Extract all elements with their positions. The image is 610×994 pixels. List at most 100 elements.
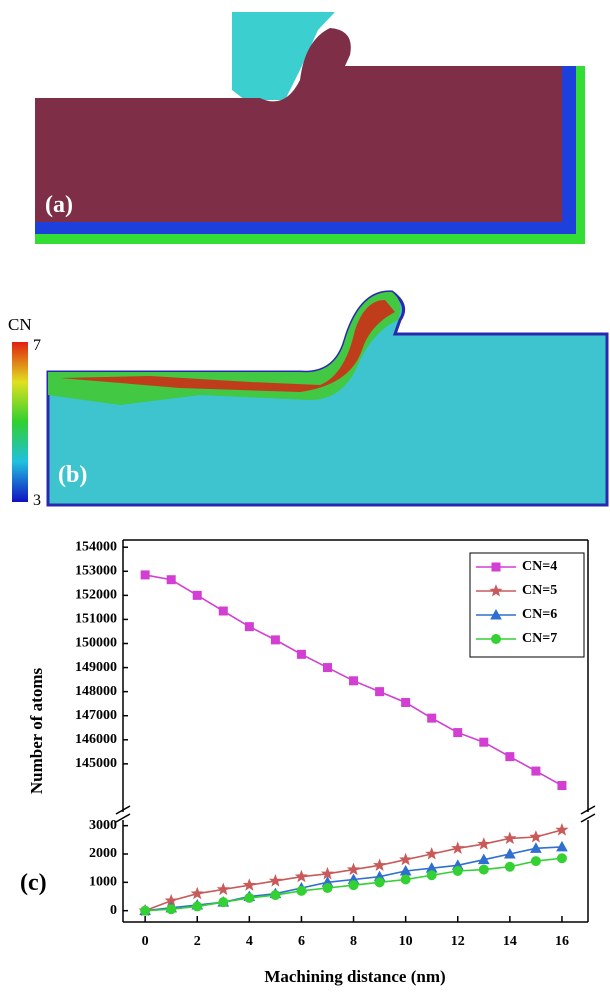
- data-point: [530, 856, 541, 867]
- data-point: [427, 713, 437, 723]
- data-point: [296, 885, 307, 896]
- colorbar-title: CN: [8, 315, 32, 334]
- data-point: [166, 904, 177, 915]
- data-point: [216, 882, 230, 896]
- data-point: [374, 877, 385, 888]
- y-tick-label: 1000: [89, 875, 117, 890]
- data-point: [505, 752, 515, 762]
- legend-marker: [490, 608, 502, 620]
- panel-b: CN 7 3 (b): [8, 290, 609, 509]
- data-point: [244, 892, 255, 903]
- data-point: [557, 781, 567, 791]
- data-point: [244, 622, 254, 632]
- boundary: [35, 222, 576, 234]
- data-point: [531, 766, 541, 776]
- legend-label: CN=7: [522, 631, 557, 646]
- data-point: [556, 840, 568, 852]
- data-point: [294, 869, 309, 883]
- data-point: [296, 649, 306, 659]
- x-tick-label: 8: [350, 934, 357, 949]
- workpiece: [35, 28, 575, 228]
- x-tick-label: 4: [246, 934, 253, 949]
- data-point: [453, 728, 463, 738]
- legend-label: CN=6: [522, 607, 557, 622]
- axis-break: [580, 805, 596, 815]
- data-point: [270, 635, 280, 645]
- data-point: [529, 830, 543, 843]
- y-tick-label: 148000: [75, 684, 117, 699]
- x-tick-label: 6: [298, 934, 305, 949]
- data-point: [320, 866, 335, 880]
- y-tick-label: 147000: [75, 708, 117, 723]
- fixed-layer: [576, 66, 585, 244]
- data-point: [477, 853, 490, 865]
- data-point: [192, 590, 202, 600]
- y-tick-label: 150000: [75, 636, 117, 651]
- y-tick-label: 153000: [75, 564, 117, 579]
- x-tick-label: 10: [399, 934, 413, 949]
- panel-label: (b): [58, 462, 87, 488]
- tool: [232, 12, 335, 100]
- legend-marker: [491, 562, 501, 572]
- legend-label: CN=4: [522, 559, 557, 574]
- data-point: [373, 858, 387, 871]
- y-tick-label: 149000: [75, 660, 117, 675]
- data-point: [349, 676, 359, 686]
- y-tick-label: 3000: [89, 818, 117, 833]
- data-point: [140, 570, 150, 580]
- y-tick-label: 0: [110, 903, 117, 918]
- data-point: [166, 575, 176, 585]
- x-axis-label: Machining distance (nm): [264, 967, 445, 986]
- data-point: [140, 905, 151, 916]
- legend-label: CN=5: [522, 583, 557, 598]
- data-point: [401, 697, 411, 707]
- y-tick-label: 146000: [75, 732, 117, 747]
- y-tick-label: 152000: [75, 588, 117, 603]
- x-tick-label: 14: [503, 934, 517, 949]
- data-point: [452, 866, 463, 876]
- data-point: [530, 842, 542, 853]
- data-point: [270, 890, 281, 901]
- data-point: [218, 606, 228, 616]
- boundary: [562, 66, 576, 236]
- legend-marker: [491, 634, 501, 644]
- data-point: [478, 864, 489, 875]
- panel-label: (c): [20, 870, 47, 896]
- data-point: [346, 862, 361, 876]
- panel-a: (a): [35, 12, 585, 244]
- axis-break: [115, 805, 131, 815]
- data-point: [375, 687, 385, 697]
- y-axis-label: Number of atoms: [27, 668, 46, 795]
- data-point: [425, 847, 439, 860]
- data-point: [426, 870, 437, 881]
- colorbar-min: 3: [33, 492, 41, 509]
- data-point: [479, 737, 489, 747]
- axis-break: [580, 813, 596, 823]
- data-point: [503, 847, 516, 859]
- data-point: [400, 874, 411, 885]
- data-point: [348, 880, 359, 891]
- data-point: [555, 822, 569, 836]
- data-point: [399, 852, 413, 866]
- data-point: [268, 873, 282, 887]
- data-point: [556, 853, 567, 864]
- x-tick-label: 2: [194, 934, 201, 949]
- data-point: [451, 841, 465, 855]
- data-point: [322, 663, 332, 673]
- colorbar: [12, 342, 28, 502]
- axis-break: [115, 813, 131, 823]
- legend-box: [469, 552, 585, 658]
- data-point: [242, 878, 256, 891]
- x-tick-label: 0: [142, 934, 149, 949]
- colorbar-max: 7: [33, 337, 41, 354]
- y-tick-label: 154000: [75, 539, 117, 554]
- legend-marker: [489, 584, 503, 597]
- data-point: [192, 901, 203, 912]
- data-point: [477, 837, 491, 850]
- y-tick-label: 145000: [75, 756, 117, 771]
- y-tick-label: 2000: [89, 846, 117, 861]
- panel-label: (a): [45, 192, 73, 218]
- data-point: [322, 883, 333, 893]
- fixed-layer: [35, 234, 585, 244]
